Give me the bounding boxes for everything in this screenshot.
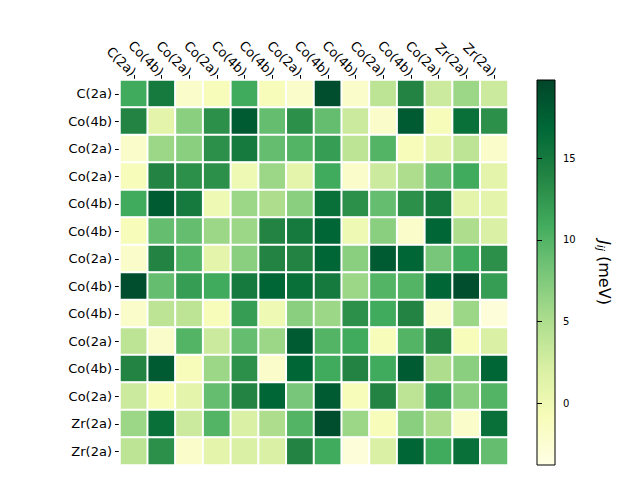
svg-text:J: J bbox=[595, 240, 614, 245]
svg-text:Co(2a): Co(2a) bbox=[69, 334, 112, 349]
svg-text:(meV): (meV) bbox=[595, 251, 614, 305]
svg-text:Co(4b): Co(4b) bbox=[68, 361, 112, 376]
svg-text:Co(2a): Co(2a) bbox=[153, 38, 195, 80]
svg-text:Co(2a): Co(2a) bbox=[69, 251, 112, 266]
svg-text:Co(4b): Co(4b) bbox=[125, 37, 167, 80]
svg-text:Zr(2a): Zr(2a) bbox=[71, 444, 112, 459]
svg-text:Co(2a): Co(2a) bbox=[181, 38, 223, 80]
svg-text:Co(4b): Co(4b) bbox=[319, 37, 361, 80]
svg-text:15: 15 bbox=[563, 153, 576, 164]
svg-text:Co(4b): Co(4b) bbox=[374, 37, 417, 80]
svg-text:Co(4b): Co(4b) bbox=[68, 114, 112, 129]
svg-text:Zr(2a): Zr(2a) bbox=[71, 416, 112, 431]
svg-text:Co(2a): Co(2a) bbox=[402, 38, 444, 80]
svg-text:Co(2a): Co(2a) bbox=[69, 141, 112, 156]
svg-text:ij: ij bbox=[594, 244, 607, 251]
svg-text:C(2a): C(2a) bbox=[103, 43, 140, 80]
svg-text:Co(4b): Co(4b) bbox=[68, 306, 112, 321]
svg-text:Co(2a): Co(2a) bbox=[69, 169, 112, 184]
svg-text:Co(2a): Co(2a) bbox=[347, 38, 389, 80]
svg-text:Co(4b): Co(4b) bbox=[291, 37, 334, 80]
svg-text:Co(2a): Co(2a) bbox=[69, 389, 112, 404]
svg-text:Co(2a): Co(2a) bbox=[264, 38, 306, 80]
svg-text:Co(4b): Co(4b) bbox=[68, 279, 112, 294]
svg-text:5: 5 bbox=[563, 316, 569, 327]
svg-text:Co(4b): Co(4b) bbox=[208, 37, 250, 80]
svg-text:10: 10 bbox=[563, 234, 576, 245]
svg-text:Zr(2a): Zr(2a) bbox=[460, 40, 499, 79]
svg-text:C(2a): C(2a) bbox=[77, 86, 112, 101]
svg-text:Co(4b): Co(4b) bbox=[68, 224, 112, 239]
svg-text:0: 0 bbox=[563, 398, 569, 409]
svg-text:Co(4b): Co(4b) bbox=[236, 37, 278, 80]
svg-text:Co(4b): Co(4b) bbox=[68, 196, 112, 211]
svg-text:Zr(2a): Zr(2a) bbox=[432, 40, 472, 80]
